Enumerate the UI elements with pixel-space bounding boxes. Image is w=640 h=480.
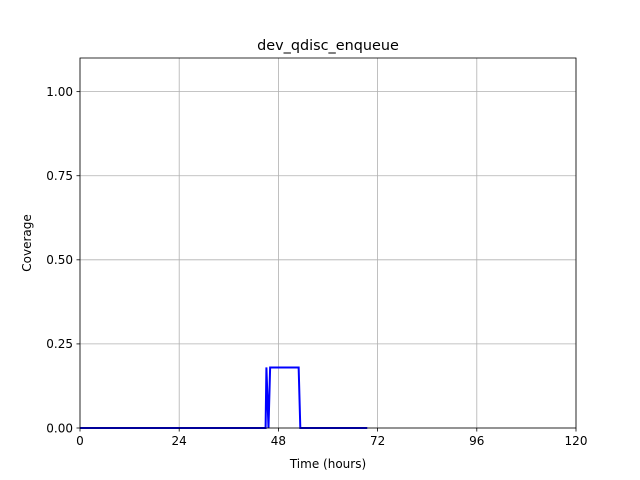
chart-title: dev_qdisc_enqueue bbox=[257, 38, 399, 54]
series-layer bbox=[80, 366, 368, 429]
x-axis: 0 24 48 72 96 120 bbox=[76, 428, 587, 448]
y-tick-label: 0.50 bbox=[46, 253, 73, 267]
x-tick-label: 0 bbox=[76, 434, 84, 448]
x-tick-label: 96 bbox=[469, 434, 484, 448]
series-line bbox=[80, 366, 368, 429]
y-axis: 0.00 0.25 0.50 0.75 1.00 bbox=[46, 85, 80, 435]
y-axis-label: Coverage bbox=[20, 214, 34, 272]
x-axis-label: Time (hours) bbox=[289, 457, 366, 471]
x-tick-label: 24 bbox=[172, 434, 187, 448]
plot-frame bbox=[79, 57, 577, 429]
y-tick-label: 0.00 bbox=[46, 421, 73, 435]
x-tick-label: 120 bbox=[565, 434, 588, 448]
x-tick-label: 48 bbox=[271, 434, 286, 448]
x-tick-label: 72 bbox=[370, 434, 385, 448]
grid bbox=[79, 58, 577, 429]
y-tick-label: 0.25 bbox=[46, 337, 73, 351]
y-tick-label: 1.00 bbox=[46, 85, 73, 99]
y-tick-label: 0.75 bbox=[46, 169, 73, 183]
